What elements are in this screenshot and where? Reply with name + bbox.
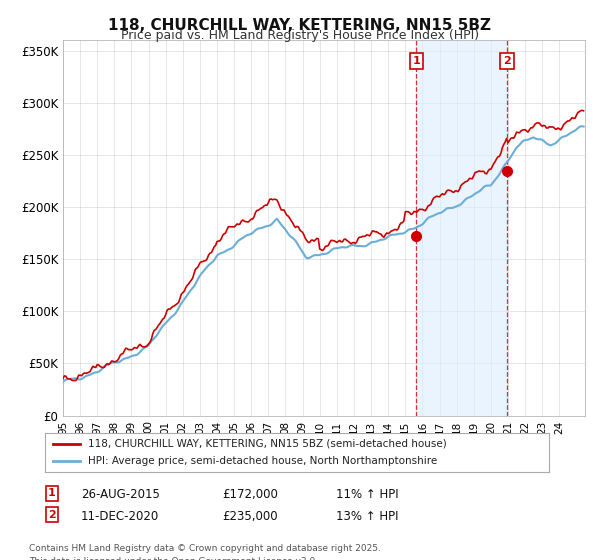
Text: £235,000: £235,000: [222, 510, 278, 522]
Text: 13% ↑ HPI: 13% ↑ HPI: [336, 510, 398, 522]
Text: 2: 2: [48, 510, 56, 520]
Text: 11% ↑ HPI: 11% ↑ HPI: [336, 488, 398, 501]
Text: 2: 2: [503, 56, 511, 66]
Text: 26-AUG-2015: 26-AUG-2015: [81, 488, 160, 501]
Text: Contains HM Land Registry data © Crown copyright and database right 2025.
This d: Contains HM Land Registry data © Crown c…: [29, 544, 380, 560]
Text: £172,000: £172,000: [222, 488, 278, 501]
Text: 118, CHURCHILL WAY, KETTERING, NN15 5BZ (semi-detached house): 118, CHURCHILL WAY, KETTERING, NN15 5BZ …: [88, 438, 446, 449]
Text: 118, CHURCHILL WAY, KETTERING, NN15 5BZ: 118, CHURCHILL WAY, KETTERING, NN15 5BZ: [109, 18, 491, 33]
Text: 1: 1: [48, 488, 56, 498]
Bar: [416, 40, 507, 416]
Text: Price paid vs. HM Land Registry's House Price Index (HPI): Price paid vs. HM Land Registry's House …: [121, 29, 479, 42]
Text: 1: 1: [413, 56, 420, 66]
Text: 11-DEC-2020: 11-DEC-2020: [81, 510, 159, 522]
Text: HPI: Average price, semi-detached house, North Northamptonshire: HPI: Average price, semi-detached house,…: [88, 456, 437, 466]
